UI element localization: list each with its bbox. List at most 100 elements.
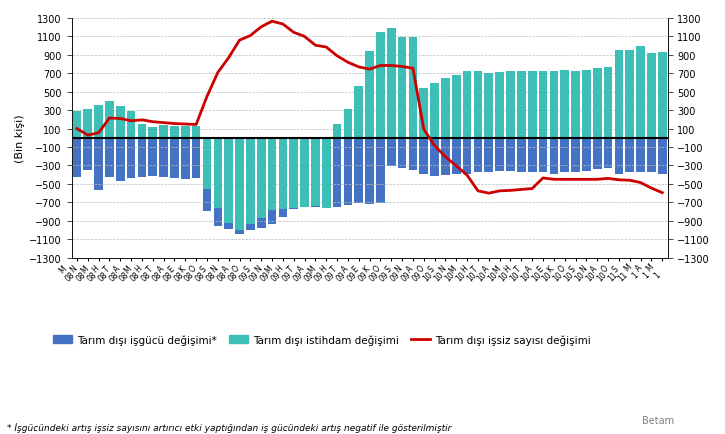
Bar [72, 138, 81, 177]
Bar [409, 38, 418, 138]
Bar [344, 138, 352, 206]
Bar [560, 70, 569, 138]
Bar [571, 71, 580, 138]
Bar [582, 138, 591, 171]
Bar [181, 127, 190, 138]
Bar [593, 69, 602, 138]
Bar [311, 138, 320, 208]
Bar [333, 125, 341, 138]
Bar [452, 138, 460, 175]
Bar [278, 138, 287, 209]
Bar [213, 138, 222, 208]
Bar [235, 138, 244, 234]
Bar [192, 138, 201, 179]
Bar [615, 138, 624, 175]
Bar [105, 102, 114, 138]
Bar [355, 138, 363, 204]
Bar [181, 138, 190, 180]
Bar [203, 138, 211, 189]
Bar [83, 138, 92, 171]
Bar [430, 138, 439, 177]
Bar [420, 89, 428, 138]
Text: * İşgücündeki artış işsiz sayısını artırıcı etki yaptığından iş gücündeki artış : * İşgücündeki artış işsiz sayısını artır… [7, 422, 452, 432]
Text: Betam: Betam [642, 415, 674, 425]
Bar [441, 138, 450, 176]
Bar [658, 53, 666, 138]
Y-axis label: (Bin kişi): (Bin kişi) [15, 114, 25, 163]
Bar [528, 138, 536, 173]
Bar [604, 138, 613, 168]
Bar [246, 138, 254, 225]
Bar [138, 138, 146, 178]
Bar [268, 138, 276, 225]
Bar [615, 51, 624, 138]
Bar [484, 74, 493, 138]
Bar [127, 138, 136, 179]
Bar [160, 138, 168, 178]
Bar [257, 138, 265, 219]
Bar [224, 138, 233, 223]
Bar [506, 72, 515, 138]
Bar [539, 138, 547, 173]
Bar [658, 138, 666, 175]
Bar [116, 107, 125, 138]
Bar [387, 138, 396, 167]
Bar [647, 54, 655, 138]
Bar [289, 138, 298, 209]
Bar [138, 125, 146, 138]
Bar [539, 71, 547, 138]
Bar [257, 138, 265, 229]
Bar [473, 72, 482, 138]
Bar [213, 138, 222, 227]
Bar [376, 138, 385, 204]
Bar [484, 138, 493, 173]
Bar [278, 138, 287, 217]
Bar [365, 138, 374, 204]
Bar [409, 138, 418, 171]
Bar [83, 109, 92, 138]
Bar [105, 138, 114, 178]
Bar [203, 138, 211, 211]
Bar [94, 106, 103, 138]
Bar [289, 138, 298, 208]
Bar [593, 138, 602, 169]
Bar [72, 112, 81, 138]
Bar [463, 71, 471, 138]
Bar [149, 128, 157, 138]
Bar [637, 138, 645, 173]
Bar [637, 46, 645, 138]
Bar [235, 138, 244, 230]
Bar [550, 71, 558, 138]
Bar [560, 138, 569, 173]
Bar [94, 138, 103, 191]
Bar [398, 138, 407, 169]
Bar [268, 138, 276, 210]
Bar [387, 29, 396, 138]
Bar [626, 51, 634, 138]
Bar [355, 87, 363, 138]
Bar [582, 70, 591, 138]
Bar [506, 138, 515, 171]
Bar [550, 138, 558, 175]
Bar [571, 138, 580, 173]
Bar [333, 138, 341, 207]
Bar [604, 68, 613, 138]
Bar [495, 73, 504, 138]
Bar [376, 33, 385, 138]
Bar [322, 138, 331, 208]
Bar [420, 138, 428, 174]
Bar [192, 127, 201, 138]
Bar [170, 138, 179, 179]
Bar [365, 52, 374, 138]
Bar [517, 138, 526, 173]
Legend: Tarım dışı işgücü değişimi*, Tarım dışı istihdam değişimi, Tarım dışı işsiz sayı: Tarım dışı işgücü değişimi*, Tarım dışı … [49, 330, 595, 349]
Bar [528, 72, 536, 138]
Bar [463, 138, 471, 175]
Bar [344, 110, 352, 138]
Bar [441, 79, 450, 138]
Bar [311, 138, 320, 207]
Bar [149, 138, 157, 176]
Bar [116, 138, 125, 182]
Bar [473, 138, 482, 173]
Bar [626, 138, 634, 173]
